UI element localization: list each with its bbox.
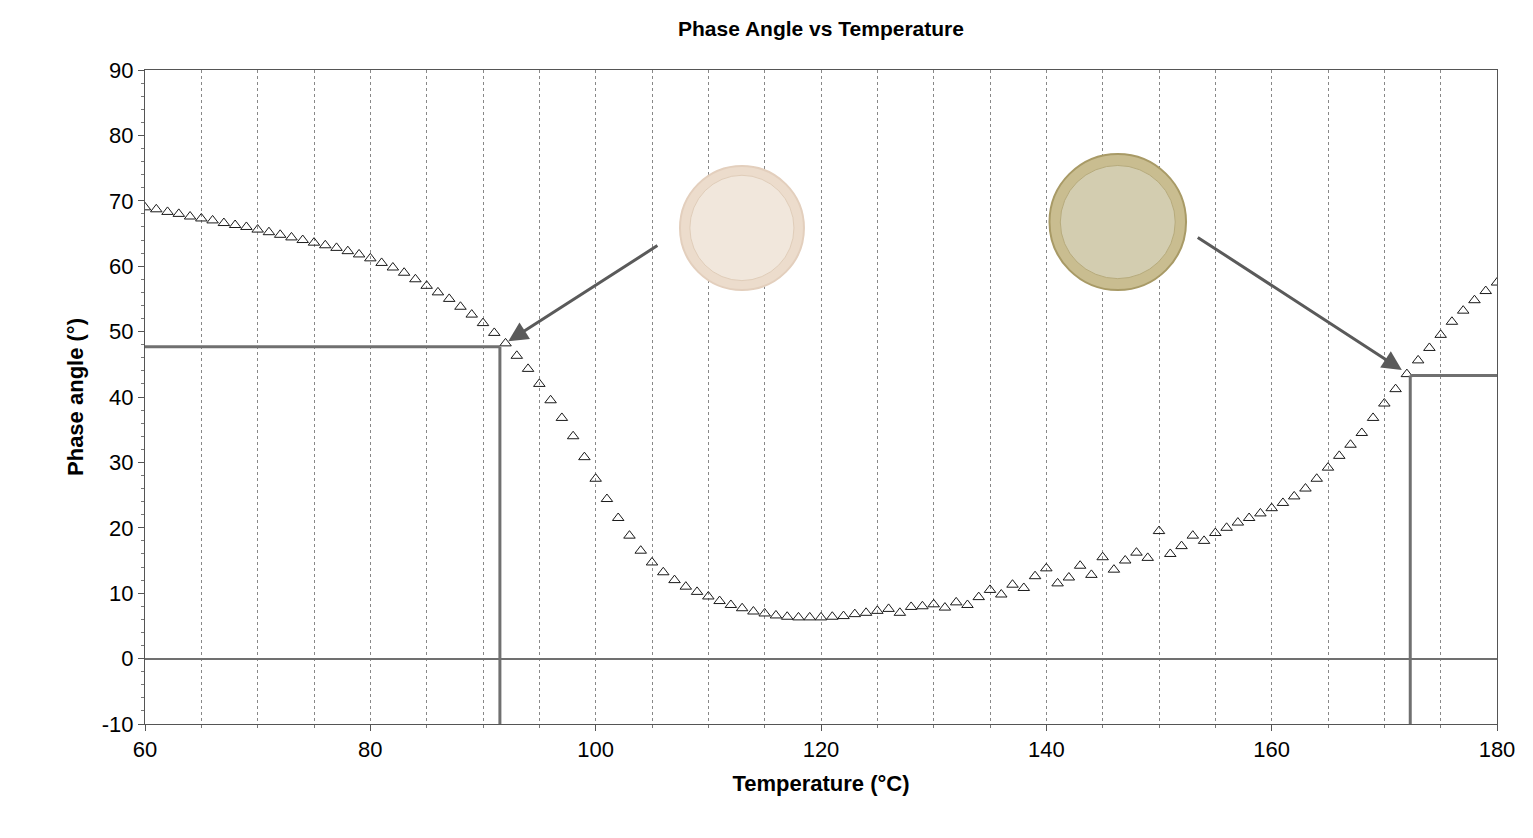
svg-text:140: 140 [1028,737,1065,762]
svg-text:20: 20 [109,516,133,541]
svg-text:30: 30 [109,450,133,475]
svg-text:120: 120 [803,737,840,762]
svg-text:70: 70 [109,189,133,214]
svg-text:40: 40 [109,385,133,410]
svg-text:-10: -10 [102,712,134,737]
svg-text:Phase Angle vs Temperature: Phase Angle vs Temperature [678,17,964,40]
svg-text:180: 180 [1479,737,1516,762]
svg-text:160: 160 [1253,737,1290,762]
svg-text:90: 90 [109,58,133,83]
svg-text:80: 80 [358,737,382,762]
svg-text:50: 50 [109,319,133,344]
svg-text:100: 100 [577,737,614,762]
svg-text:60: 60 [109,254,133,279]
svg-text:Phase angle (°): Phase angle (°) [63,318,88,476]
svg-text:60: 60 [133,737,157,762]
svg-text:10: 10 [109,581,133,606]
svg-text:Temperature (°C): Temperature (°C) [732,771,909,796]
svg-text:0: 0 [121,646,133,671]
svg-text:80: 80 [109,123,133,148]
